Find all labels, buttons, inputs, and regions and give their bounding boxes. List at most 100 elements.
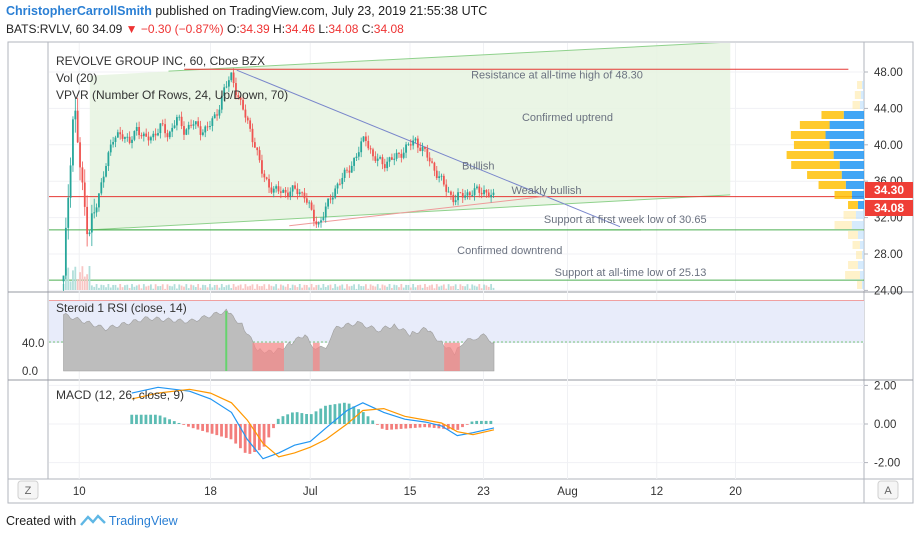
vpvr-down-bar [859, 271, 864, 279]
volume-bar [135, 285, 138, 290]
volume-legend[interactable]: Vol (20) [56, 71, 97, 85]
macd-legend[interactable]: MACD (12, 26, close, 9) [56, 388, 184, 402]
candle-body [339, 183, 341, 185]
volume-bar [381, 284, 384, 290]
price-pane[interactable]: Resistance at all-time high of 48.30 Conf… [8, 42, 864, 295]
vpvr-down-bar [829, 121, 864, 129]
candle-body [324, 206, 327, 218]
candle-body [301, 192, 304, 194]
volume-bar [402, 287, 405, 290]
candle-body [138, 127, 140, 136]
macd-histogram-bar [305, 414, 308, 424]
candle-body [487, 192, 490, 198]
volume-bar [166, 284, 169, 290]
chart-annotations: Resistance at all-time high of 48.30 Conf… [457, 69, 706, 278]
uptrend-channel-zone [89, 43, 731, 230]
candle-body [459, 192, 462, 194]
volume-bar [473, 285, 476, 290]
rsi-legend[interactable]: Steroid 1 RSI (close, 14) [56, 301, 187, 315]
candle-body [258, 150, 261, 161]
macd-histogram-bar [338, 403, 342, 424]
vpvr-up-bar [793, 141, 830, 149]
rsi-oversold-marks [225, 311, 460, 371]
candle-body [249, 120, 252, 129]
candle-body [284, 189, 287, 193]
author-name[interactable]: ChristopherCarrollSmith [6, 4, 152, 18]
macd-histogram-bar [205, 424, 209, 433]
macd-histogram-bar [428, 424, 431, 428]
time-axis-labels[interactable]: 10 18 Jul 15 23 Aug 12 20 [73, 486, 742, 498]
candle-body [471, 195, 474, 196]
candle-body [69, 165, 72, 198]
volume-bar [204, 285, 207, 290]
candle-body [201, 132, 204, 135]
candle-body [81, 167, 84, 183]
macd-histogram-bar [324, 405, 327, 424]
downtrend-line [236, 69, 621, 228]
macd-histogram-bar [177, 422, 181, 424]
candle-body [282, 189, 285, 193]
candle-body [343, 169, 346, 178]
candle-body [305, 198, 308, 203]
candle-body [227, 80, 230, 87]
rsi-pane[interactable] [49, 300, 864, 372]
macd-histogram-bar [319, 408, 323, 424]
macd-histogram-bar [295, 412, 299, 424]
volume-bar [461, 285, 464, 290]
volume-bar [142, 284, 145, 290]
macd-axis-labels: 2.00 0.00 -2.00 [864, 380, 900, 470]
macd-histogram-bar [385, 424, 389, 430]
candle-body [400, 153, 403, 158]
vpvr-up-bar [791, 161, 840, 169]
vpvr-down-bar [833, 151, 864, 159]
volume-bar [289, 288, 292, 290]
vpvr-down-bar [851, 221, 864, 229]
auto-scale-button[interactable] [877, 480, 899, 500]
candle-body [450, 191, 452, 195]
macd-histogram-bar [484, 420, 488, 424]
log-scale-button[interactable] [17, 480, 39, 500]
price-tag-label: 34.08 [874, 201, 904, 215]
rsi-tick-label: 0.0 [22, 366, 38, 378]
price-tick-label: 48.00 [874, 67, 903, 79]
vpvr-up-bar [848, 201, 858, 209]
candle-body [386, 161, 389, 169]
vpvr-down-bar [857, 201, 864, 209]
volume-bar [218, 287, 221, 290]
horizontal-levels [49, 68, 864, 281]
vpvr-down-bar [843, 111, 864, 119]
tradingview-brand[interactable]: TradingView [108, 514, 178, 528]
vpvr-up-bar [857, 81, 862, 89]
last-price: 34.09 [92, 22, 123, 36]
candle-body [194, 121, 197, 125]
vpvr-down-bar [860, 91, 864, 99]
volume-bar [235, 286, 237, 290]
candle-body [407, 144, 410, 146]
candle-body [145, 133, 148, 137]
volume-bars [62, 266, 495, 290]
macd-tick-label: 2.00 [874, 380, 896, 392]
macd-histogram-bar [163, 417, 167, 424]
candle-body [261, 160, 263, 174]
volume-bar [365, 284, 367, 290]
macd-histogram-bar [135, 414, 138, 424]
volume-bar [232, 284, 235, 290]
vpvr-legend[interactable]: VPVR (Number Of Rows, 24, Up/Down, 70) [56, 88, 288, 102]
macd-histogram-bar [314, 411, 318, 424]
vpvr-down-bar [861, 281, 864, 289]
candle-body [357, 152, 360, 157]
down-arrow-icon: ▼ [125, 22, 138, 36]
macd-histogram-bar [390, 424, 394, 430]
volume-bar [176, 288, 178, 290]
volume-bar [320, 287, 322, 290]
candle-body [180, 116, 183, 127]
volume-bar [416, 285, 419, 290]
annotation-label: Weakly bullish [511, 185, 581, 197]
rsi-axis-labels: 40.0 0.0 [22, 338, 44, 378]
candle-body [124, 137, 126, 139]
volume-bar [263, 284, 266, 290]
volume-bar [121, 287, 124, 290]
volume-bar [230, 288, 233, 290]
macd-pane[interactable] [130, 386, 495, 460]
